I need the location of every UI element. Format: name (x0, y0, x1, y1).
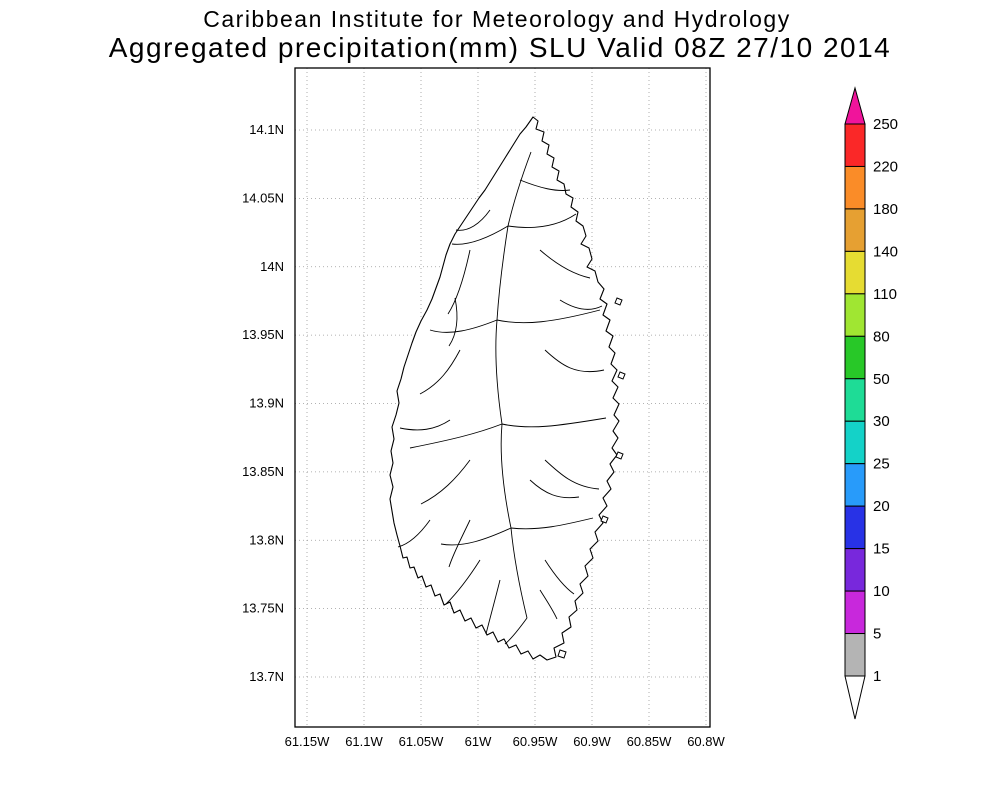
colorbar-label: 220 (873, 158, 898, 175)
x-tick-label: 61.15W (285, 734, 331, 749)
colorbar-segment (844, 633, 866, 677)
watershed-boundary (559, 299, 603, 310)
y-tick-label: 13.9N (249, 396, 284, 411)
watershed-boundary (485, 579, 501, 635)
watershed-boundary (544, 459, 600, 490)
colorbar-label: 180 (873, 201, 898, 218)
colorbar-segment (844, 548, 866, 592)
watershed-boundary (397, 519, 431, 548)
colorbar-segment (844, 165, 866, 210)
institute-title: Caribbean Institute for Meteorology and … (203, 6, 790, 32)
islet (557, 649, 567, 659)
watershed-boundary (447, 249, 471, 315)
x-tick-label: 61.1W (345, 734, 383, 749)
watershed-boundary (448, 519, 471, 568)
watershed-boundary (419, 349, 461, 395)
y-tick-label: 13.8N (249, 532, 284, 547)
islet (615, 451, 624, 460)
x-tick-label: 61.05W (399, 734, 445, 749)
colorbar-segment (844, 505, 866, 550)
watershed-boundary (399, 419, 451, 431)
watershed-boundary (504, 617, 528, 645)
y-tick-label: 14N (260, 259, 284, 274)
y-tick-label: 14.05N (242, 190, 284, 205)
colorbar-label: 140 (873, 243, 898, 260)
colorbar-label: 80 (873, 328, 890, 345)
watershed-boundary (510, 517, 594, 530)
watershed-boundary (440, 527, 512, 546)
x-tick-label: 60.85W (627, 734, 673, 749)
y-tick-label: 14.1N (249, 122, 284, 137)
y-tick-label: 13.7N (249, 669, 284, 684)
islet (617, 371, 626, 380)
plot-frame (294, 67, 711, 728)
watershed-boundary (501, 417, 607, 428)
colorbar-segment (844, 463, 866, 507)
watershed-boundary (429, 319, 498, 333)
colorbar-label: 5 (873, 626, 881, 643)
colorbar-label: 30 (873, 413, 890, 430)
colorbar-segment (844, 208, 866, 252)
colorbar-label: 25 (873, 456, 890, 473)
colorbar-label: 110 (873, 286, 897, 303)
watershed-boundary (495, 319, 503, 425)
watershed-boundary (507, 213, 577, 228)
colorbar-label: 1 (873, 668, 881, 685)
watershed-boundary (445, 559, 481, 605)
islet (600, 515, 609, 524)
colorbar-label: 250 (873, 116, 898, 133)
colorbar-arrow-up (844, 86, 866, 125)
watershed-boundary (510, 527, 528, 619)
colorbar-label: 15 (873, 541, 890, 558)
saint-lucia-coastline (389, 116, 620, 661)
colorbar-label: 50 (873, 371, 890, 388)
watershed-boundary (500, 423, 512, 529)
watershed-boundary (519, 179, 571, 191)
colorbar-arrow-down (844, 675, 866, 720)
y-tick-label: 13.95N (242, 327, 284, 342)
colorbar-segment (844, 250, 866, 295)
watershed-boundary (539, 249, 591, 279)
y-tick-label: 13.75N (242, 601, 284, 616)
colorbar-segment (844, 335, 866, 380)
watershed-boundary (539, 589, 558, 620)
watershed-boundary (451, 225, 509, 245)
y-tick-label: 13.85N (242, 464, 284, 479)
colorbar-segment (844, 420, 866, 465)
x-tick-label: 60.9W (573, 734, 611, 749)
colorbar-label: 20 (873, 498, 890, 515)
x-tick-label: 60.8W (687, 734, 725, 749)
colorbar-label: 10 (873, 583, 890, 600)
plot-title: Aggregated precipitation(mm) SLU Valid 0… (109, 32, 892, 63)
watershed-boundary (420, 459, 471, 505)
watershed-boundary (544, 559, 575, 595)
colorbar-segment (844, 293, 866, 337)
colorbar-segment (844, 123, 866, 167)
islet (614, 297, 623, 306)
x-tick-label: 61W (465, 734, 492, 749)
watershed-boundary (409, 423, 503, 449)
watershed-boundary (448, 297, 458, 347)
colorbar-segment (844, 378, 866, 422)
watershed-boundary (455, 209, 491, 231)
watershed-boundary (507, 151, 532, 227)
watershed-boundary (529, 479, 580, 499)
x-tick-label: 60.95W (513, 734, 559, 749)
watershed-boundary (544, 349, 605, 373)
watershed-boundary (496, 309, 601, 324)
watershed-boundary (496, 225, 509, 321)
colorbar-segment (844, 590, 866, 635)
